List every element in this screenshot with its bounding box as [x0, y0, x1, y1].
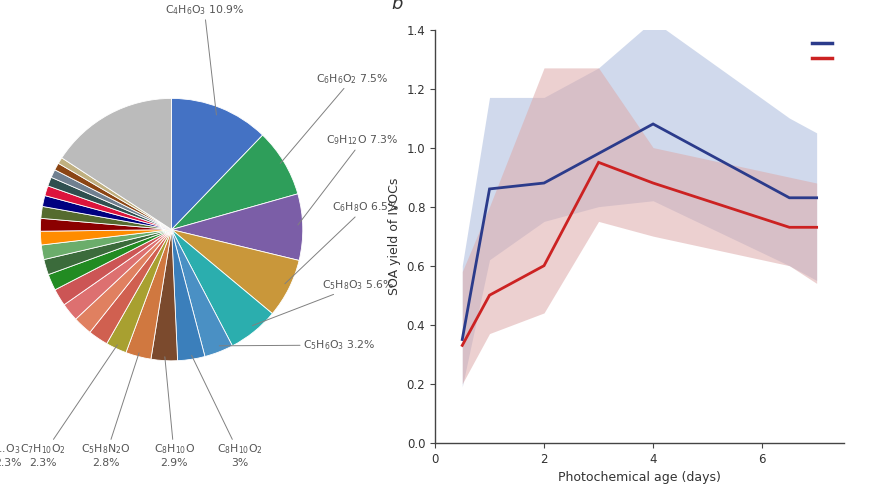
- Text: C$_5$H$_8$O$_3$ 5.6%: C$_5$H$_8$O$_3$ 5.6%: [252, 278, 395, 326]
- Text: ...O$_3$
2.3%: ...O$_3$ 2.3%: [0, 442, 22, 467]
- Wedge shape: [40, 218, 171, 231]
- Wedge shape: [58, 158, 171, 230]
- Y-axis label: SOA yield of IVOCs: SOA yield of IVOCs: [388, 178, 401, 295]
- Text: C$_9$H$_{12}$O 7.3%: C$_9$H$_{12}$O 7.3%: [297, 133, 398, 225]
- Text: C$_6$H$_6$O$_2$ 7.5%: C$_6$H$_6$O$_2$ 7.5%: [280, 72, 388, 163]
- Wedge shape: [55, 230, 171, 305]
- Wedge shape: [48, 177, 171, 230]
- Text: b: b: [390, 0, 401, 13]
- Wedge shape: [150, 230, 177, 361]
- Text: C$_5$H$_6$O$_3$ 3.2%: C$_5$H$_6$O$_3$ 3.2%: [219, 338, 375, 352]
- Wedge shape: [171, 230, 205, 361]
- Wedge shape: [40, 230, 171, 245]
- Wedge shape: [76, 230, 171, 332]
- Wedge shape: [171, 98, 262, 230]
- Wedge shape: [171, 135, 297, 230]
- Wedge shape: [49, 230, 171, 290]
- Wedge shape: [171, 230, 299, 313]
- X-axis label: Photochemical age (days): Photochemical age (days): [557, 471, 720, 484]
- Wedge shape: [43, 196, 171, 230]
- Text: C$_4$H$_6$O$_3$ 10.9%: C$_4$H$_6$O$_3$ 10.9%: [164, 3, 244, 115]
- Wedge shape: [41, 230, 171, 260]
- Wedge shape: [171, 194, 302, 260]
- Wedge shape: [171, 230, 232, 357]
- Text: C$_6$H$_8$O 6.5%: C$_6$H$_8$O 6.5%: [285, 200, 399, 284]
- Wedge shape: [126, 230, 171, 359]
- Wedge shape: [45, 186, 171, 230]
- Wedge shape: [171, 230, 272, 346]
- Text: C$_8$H$_{10}$O
2.9%: C$_8$H$_{10}$O 2.9%: [154, 357, 195, 467]
- Wedge shape: [64, 230, 171, 319]
- Wedge shape: [107, 230, 171, 353]
- Text: C$_8$H$_{10}$O$_2$
3%: C$_8$H$_{10}$O$_2$ 3%: [191, 355, 262, 467]
- Wedge shape: [43, 230, 171, 275]
- Wedge shape: [51, 170, 171, 230]
- Text: C$_5$H$_8$N$_2$O
2.8%: C$_5$H$_8$N$_2$O 2.8%: [81, 353, 139, 467]
- Text: C$_7$H$_{10}$O$_2$
2.3%: C$_7$H$_{10}$O$_2$ 2.3%: [20, 345, 117, 467]
- Wedge shape: [41, 207, 171, 230]
- Wedge shape: [90, 230, 171, 343]
- Legend: , : ,: [807, 35, 838, 67]
- Wedge shape: [55, 163, 171, 230]
- Wedge shape: [62, 98, 171, 230]
